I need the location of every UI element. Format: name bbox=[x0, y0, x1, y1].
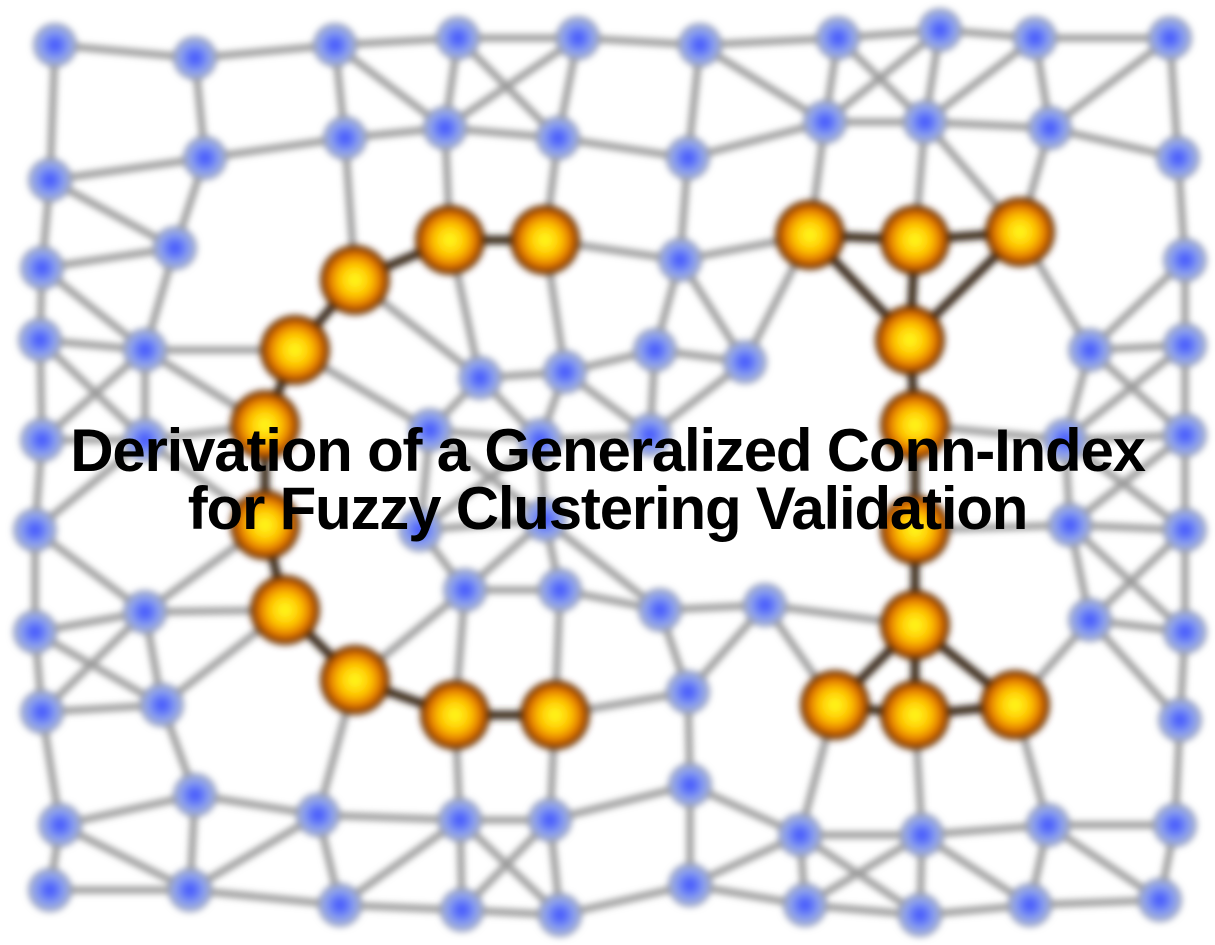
node bbox=[440, 888, 484, 932]
node bbox=[668, 763, 712, 807]
node bbox=[1163, 323, 1207, 367]
node bbox=[1158, 698, 1202, 742]
node bbox=[658, 238, 702, 282]
node bbox=[633, 328, 677, 372]
node bbox=[123, 328, 167, 372]
highlight-node bbox=[880, 680, 950, 750]
node bbox=[1153, 803, 1197, 847]
node bbox=[803, 100, 847, 144]
node bbox=[168, 868, 212, 912]
highlight-node bbox=[880, 590, 950, 660]
node bbox=[173, 36, 217, 80]
node bbox=[528, 798, 572, 842]
node bbox=[723, 340, 767, 384]
node bbox=[443, 568, 487, 612]
highlight-node bbox=[510, 205, 580, 275]
node bbox=[668, 863, 712, 907]
title: Derivation of a Generalized Conn-Index f… bbox=[55, 422, 1160, 538]
highlight-node bbox=[520, 680, 590, 750]
node bbox=[918, 8, 962, 52]
node bbox=[28, 868, 72, 912]
node bbox=[1068, 328, 1112, 372]
node bbox=[678, 23, 722, 67]
highlight-node bbox=[875, 305, 945, 375]
highlight-node bbox=[250, 575, 320, 645]
node bbox=[1163, 610, 1207, 654]
highlight-node bbox=[260, 315, 330, 385]
highlight-node bbox=[420, 680, 490, 750]
node bbox=[1156, 136, 1200, 180]
node bbox=[1148, 16, 1192, 60]
node bbox=[153, 226, 197, 270]
node bbox=[38, 803, 82, 847]
node bbox=[1163, 238, 1207, 282]
node bbox=[1008, 883, 1052, 927]
node bbox=[1068, 598, 1112, 642]
highlight-node bbox=[985, 197, 1055, 267]
node bbox=[1013, 16, 1057, 60]
node bbox=[898, 893, 942, 937]
node bbox=[638, 588, 682, 632]
node bbox=[778, 813, 822, 857]
node bbox=[323, 116, 367, 160]
edge bbox=[1050, 38, 1170, 128]
node bbox=[903, 100, 947, 144]
node bbox=[543, 350, 587, 394]
node bbox=[423, 106, 467, 150]
node bbox=[28, 158, 72, 202]
node bbox=[183, 136, 227, 180]
edge bbox=[50, 158, 205, 180]
node bbox=[556, 16, 600, 60]
highlight-node bbox=[880, 205, 950, 275]
node bbox=[666, 136, 710, 180]
node bbox=[1163, 413, 1207, 457]
edge bbox=[190, 815, 318, 890]
node bbox=[536, 116, 580, 160]
node bbox=[816, 16, 860, 60]
edge bbox=[700, 45, 825, 122]
edge bbox=[190, 890, 340, 905]
node bbox=[1026, 803, 1070, 847]
node bbox=[20, 246, 64, 290]
node bbox=[743, 583, 787, 627]
node bbox=[173, 773, 217, 817]
node bbox=[900, 813, 944, 857]
node bbox=[783, 883, 827, 927]
node bbox=[1138, 878, 1182, 922]
edge bbox=[340, 820, 460, 905]
node bbox=[436, 16, 480, 60]
node bbox=[1163, 508, 1207, 552]
node bbox=[318, 883, 362, 927]
highlight-node bbox=[415, 205, 485, 275]
node bbox=[538, 568, 582, 612]
node bbox=[313, 23, 357, 67]
node bbox=[666, 670, 710, 714]
node bbox=[538, 893, 582, 937]
node bbox=[296, 793, 340, 837]
node bbox=[140, 683, 184, 727]
node bbox=[13, 610, 57, 654]
node bbox=[18, 318, 62, 362]
cover: Derivation of a Generalized Conn-Index f… bbox=[0, 0, 1215, 945]
node bbox=[33, 23, 77, 67]
node bbox=[123, 590, 167, 634]
node bbox=[13, 508, 57, 552]
highlight-node bbox=[320, 245, 390, 315]
node bbox=[458, 356, 502, 400]
node bbox=[438, 798, 482, 842]
highlight-node bbox=[800, 670, 870, 740]
highlight-node bbox=[320, 645, 390, 715]
node bbox=[20, 690, 64, 734]
highlight-node bbox=[775, 200, 845, 270]
node bbox=[1028, 106, 1072, 150]
highlight-node bbox=[980, 670, 1050, 740]
